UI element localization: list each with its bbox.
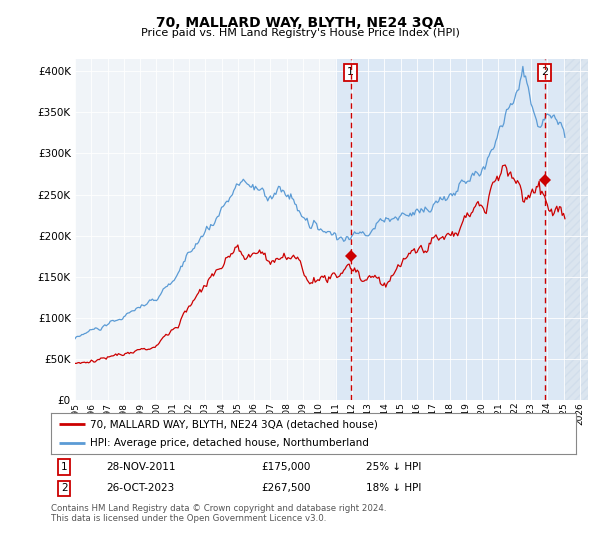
Bar: [335, 59, 563, 400]
Text: HPI: Average price, detached house, Northumberland: HPI: Average price, detached house, Nort…: [91, 438, 369, 447]
Text: £267,500: £267,500: [261, 483, 311, 493]
Text: 70, MALLARD WAY, BLYTH, NE24 3QA (detached house): 70, MALLARD WAY, BLYTH, NE24 3QA (detach…: [91, 419, 378, 429]
Text: 1: 1: [347, 67, 354, 77]
Text: 70, MALLARD WAY, BLYTH, NE24 3QA: 70, MALLARD WAY, BLYTH, NE24 3QA: [156, 16, 444, 30]
Text: 25% ↓ HPI: 25% ↓ HPI: [366, 462, 421, 472]
Text: 2: 2: [61, 483, 67, 493]
Text: Contains HM Land Registry data © Crown copyright and database right 2024.
This d: Contains HM Land Registry data © Crown c…: [51, 504, 386, 524]
Text: Price paid vs. HM Land Registry's House Price Index (HPI): Price paid vs. HM Land Registry's House …: [140, 28, 460, 38]
Text: 28-NOV-2011: 28-NOV-2011: [106, 462, 176, 472]
Text: 26-OCT-2023: 26-OCT-2023: [106, 483, 175, 493]
Text: 2: 2: [541, 67, 548, 77]
Text: £175,000: £175,000: [261, 462, 310, 472]
Text: 1: 1: [61, 462, 67, 472]
Bar: [563, 59, 588, 400]
Text: 18% ↓ HPI: 18% ↓ HPI: [366, 483, 421, 493]
